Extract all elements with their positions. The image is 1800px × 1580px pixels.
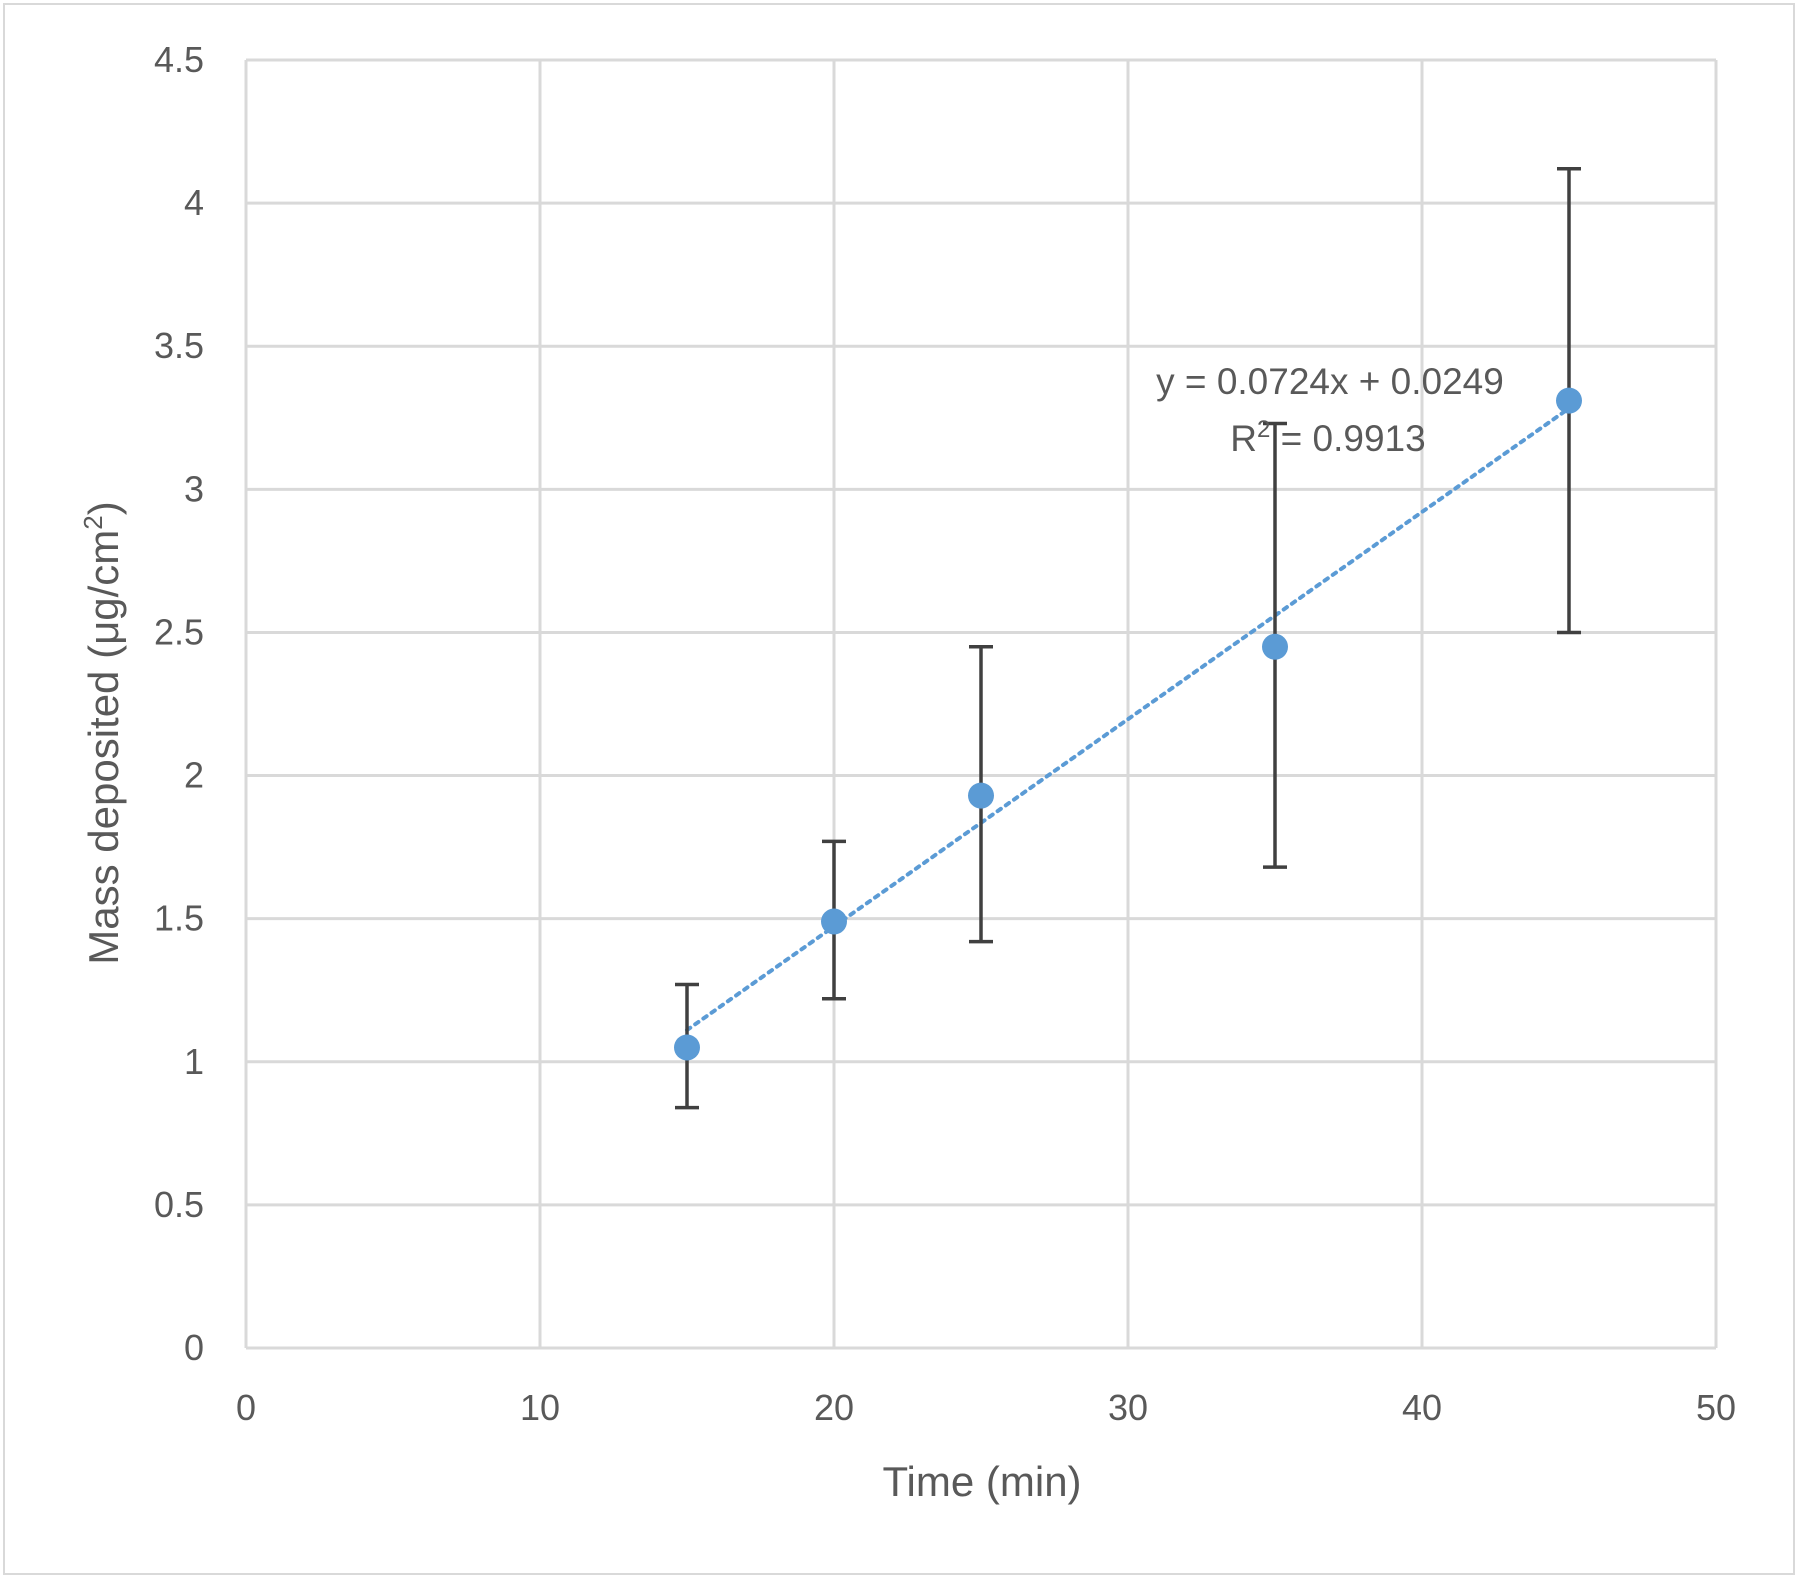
x-tick-label: 30 — [1108, 1387, 1148, 1428]
y-tick-label: 3 — [184, 468, 204, 509]
y-axis-title-sup: 2 — [78, 515, 108, 529]
data-points — [674, 387, 1582, 1061]
x-tick-label: 40 — [1402, 1387, 1442, 1428]
x-tick-label: 10 — [520, 1387, 560, 1428]
gridlines — [244, 58, 1718, 1350]
data-point — [968, 782, 994, 809]
r2-sup: 2 — [1257, 416, 1270, 443]
y-tick-label: 0.5 — [154, 1184, 204, 1225]
data-point — [821, 908, 847, 935]
x-tick-label: 20 — [814, 1387, 854, 1428]
y-tick-labels: 0 0.5 1 1.5 2 2.5 3 3.5 4 4.5 — [154, 39, 204, 1368]
x-tick-label: 0 — [236, 1387, 256, 1428]
data-point — [1262, 633, 1288, 660]
y-axis-title-main: Mass deposited (μg/cm — [80, 530, 127, 965]
r2-prefix: R — [1230, 418, 1257, 459]
r2-value: = 0.9913 — [1270, 418, 1425, 459]
trendline-equation: y = 0.0724x + 0.0249 — [1156, 361, 1504, 402]
y-tick-label: 1 — [184, 1041, 204, 1082]
chart-frame — [3, 3, 1795, 1575]
trendline-r-squared: R2 = 0.9913 — [1230, 416, 1425, 459]
y-axis-title-close: ) — [80, 501, 127, 515]
data-point — [1556, 387, 1582, 414]
y-tick-label: 2.5 — [154, 611, 204, 652]
x-axis-title: Time (min) — [882, 1458, 1081, 1505]
x-tick-label: 50 — [1696, 1387, 1736, 1428]
x-tick-labels: 0 10 20 30 40 50 — [236, 1387, 1736, 1428]
data-point — [674, 1034, 700, 1061]
y-tick-label: 0 — [184, 1327, 204, 1368]
y-tick-label: 4.5 — [154, 39, 204, 80]
y-tick-label: 1.5 — [154, 898, 204, 939]
y-tick-label: 2 — [184, 755, 204, 796]
y-tick-label: 4 — [184, 182, 204, 223]
y-tick-label: 3.5 — [154, 325, 204, 366]
y-axis-title: Mass deposited (μg/cm2) — [78, 501, 127, 965]
